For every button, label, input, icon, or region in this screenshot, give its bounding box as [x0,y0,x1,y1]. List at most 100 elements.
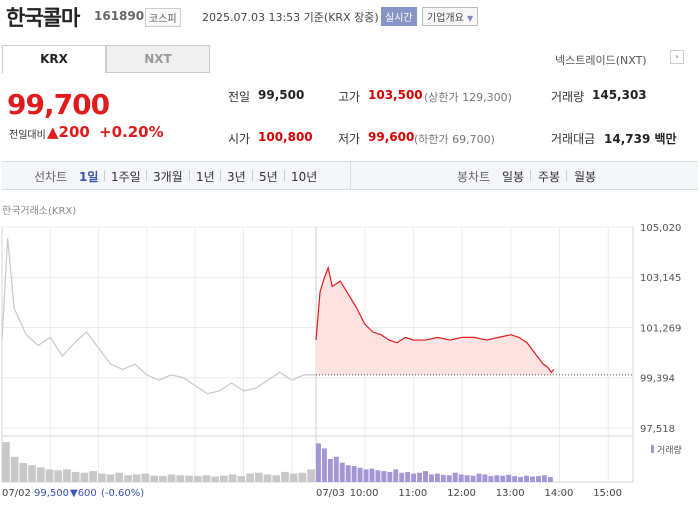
chart-title: 한국거래소(KRX) [2,206,77,217]
high-label: 고가 [338,90,361,104]
period-5y[interactable]: 5년 [259,170,278,184]
volume-bar [150,475,158,482]
stock-code: 161890 [94,9,145,23]
volume-bar [19,463,28,482]
volume-bar [176,475,185,482]
stock-name: 한국콜마 [6,6,80,30]
y-tick-label: 97,518 [640,424,675,435]
chevron-right-icon[interactable]: › [670,50,684,64]
candle-monthly[interactable]: 월봉 [574,170,597,184]
volume-bar [63,469,71,482]
volume-bar [541,475,547,482]
volume-bar [446,475,452,482]
high-value: 103,500 [368,88,423,102]
period-1d[interactable]: 1일 [79,170,99,184]
volume-bar [494,475,500,482]
x-tick-label: 07/03 [316,488,345,499]
prev-day-close: 99,500 [34,488,69,499]
volume-bar [289,473,298,482]
x-tick-label: 12:00 [447,488,476,499]
volume-bar [524,475,530,482]
volume-bar [202,475,211,482]
volume-bar [417,472,423,482]
company-info-button[interactable]: 기업개요 ▼ [422,7,479,26]
period-1w[interactable]: 1주일 [111,170,141,184]
x-tick-label: 15:00 [593,488,622,499]
volume-legend-swatch [651,445,654,453]
volume-bar [470,475,476,482]
volume-bar [124,475,132,482]
volume-bar [518,476,524,482]
tab-nxt[interactable]: NXT [106,45,210,73]
period-3m[interactable]: 3개월 [153,170,183,184]
x-tick-label: 10:00 [350,488,379,499]
low-value: 99,600 [368,130,415,144]
volume-bar [476,473,482,482]
lower-limit: (하한가 69,700) [414,133,495,146]
volume-bar [327,458,333,482]
volume-bar [115,472,124,482]
today-price-line [315,265,555,374]
volume-bar [281,471,289,482]
price-change-pct: +0.20% [99,123,164,141]
volume-bar [464,475,470,482]
volume-bar [132,474,141,482]
period-divider [252,170,253,181]
volume-bar [228,474,237,482]
volume-bar [298,472,307,482]
volume-bar [106,474,115,482]
candle-weekly[interactable]: 주봉 [538,170,561,184]
current-price: 99,700 [7,88,110,121]
y-tick-label: 101,269 [640,324,681,335]
volume-bar [246,473,254,482]
volume-bar [45,469,54,482]
volume-bar [506,474,512,482]
vs-prev-label: 전일대비 [9,130,46,141]
volume-bar [345,465,351,482]
x-tick-label: 11:00 [398,488,427,499]
company-info-label: 기업개요 [427,13,464,24]
volume-bar [339,462,345,482]
volume-bar [167,474,176,482]
prev-close-value: 99,500 [258,88,305,102]
volume-bar [500,475,506,482]
volume-bar [28,465,36,482]
period-1y[interactable]: 1년 [196,170,215,184]
volume-bar [423,471,428,482]
volume-bar [237,476,246,482]
volume-bar [530,476,535,482]
y-tick-label: 105,020 [640,223,681,234]
volume-bar [434,473,440,482]
volume-bar [399,472,405,482]
volume-bar [272,475,281,482]
volume-label: 거래량 [551,90,585,104]
volume-bar [440,474,446,482]
volume-bar [547,476,553,482]
candle-daily[interactable]: 일봉 [502,170,525,184]
volume-bar [97,473,106,482]
volume-bar [185,475,193,482]
candle-chart-label: 봉차트 [457,170,491,184]
line-chart-label: 선차트 [34,170,68,184]
period-10y[interactable]: 10년 [291,170,318,184]
realtime-badge[interactable]: 실시간 [381,7,417,26]
open-value: 100,800 [258,130,313,144]
volume-legend-label: 거래량 [657,444,682,456]
period-divider [146,170,147,181]
volume-bar [10,456,19,482]
volume-bar [351,466,357,482]
upper-limit: (상한가 129,300) [424,91,512,104]
volume-bar [452,472,458,482]
tab-krx[interactable]: KRX [2,45,106,73]
volume-bar [307,469,315,482]
volume-bar [211,476,220,482]
volume-bar [512,476,518,482]
volume-bar [535,476,541,482]
low-label: 저가 [338,132,361,146]
period-3y[interactable]: 3년 [227,170,246,184]
volume-bar [458,474,464,482]
chevron-down-icon: ▼ [467,14,474,23]
nxt-link[interactable]: 넥스트레이드(NXT) [555,54,647,67]
volume-value: 145,303 [592,88,647,102]
